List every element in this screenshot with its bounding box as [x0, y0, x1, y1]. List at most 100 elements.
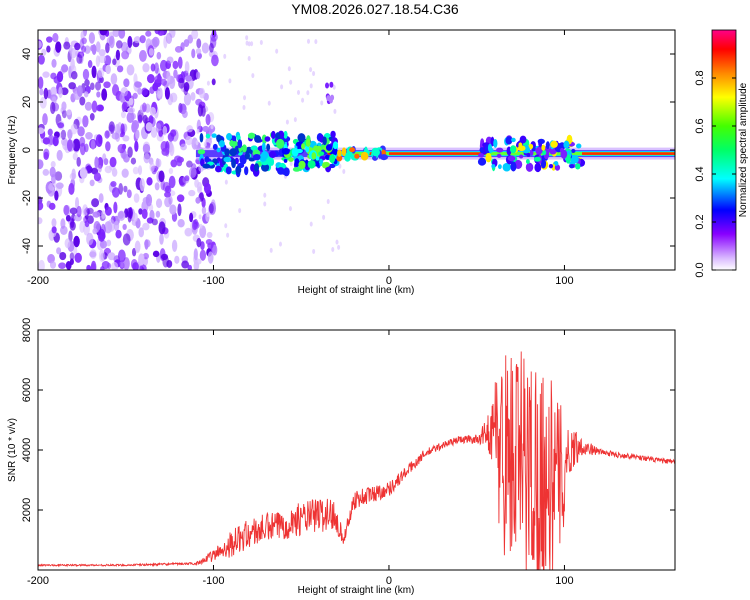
- spectrogram-noise-blob: [111, 167, 118, 177]
- spectrogram-signal-blob: [541, 144, 546, 151]
- snr-x-tick-label: -200: [27, 575, 49, 587]
- spectrogram-noise-blob: [126, 64, 135, 76]
- spectrogram-signal-blob: [318, 151, 325, 156]
- spectrogram-sparse-point: [267, 100, 271, 106]
- spectrogram-noise-blob: [180, 143, 187, 151]
- spectrogram-sparse-point: [280, 84, 284, 90]
- spectrogram-noise-blob: [52, 135, 59, 147]
- spectrogram-noise-blob: [122, 233, 131, 246]
- spectrogram-signal-blob: [554, 164, 561, 171]
- spectrogram-noise-blob: [160, 179, 165, 191]
- spectrogram-sparse-point: [243, 95, 247, 101]
- spectrogram-noise-blob: [91, 100, 98, 113]
- spectrogram-noise-blob: [184, 61, 190, 74]
- spectrogram-sparse-point: [332, 84, 336, 90]
- spectrogram-sparse-point: [198, 214, 202, 220]
- spectrogram-noise-blob: [142, 222, 150, 231]
- spectrogram-signal-blob: [275, 138, 285, 149]
- spectrogram-noise-blob: [109, 156, 117, 168]
- spectrogram-signal-blob: [239, 154, 247, 165]
- spectrogram-noise-blob: [61, 109, 67, 119]
- spectrogram-signal-blob: [493, 139, 498, 148]
- spectrogram-noise-blob: [84, 101, 93, 111]
- spectrogram-noise-blob: [103, 158, 109, 166]
- spectrogram-signal-blob: [231, 135, 237, 142]
- spectrogram-noise-blob: [161, 78, 167, 87]
- spectrogram-noise-blob: [68, 230, 73, 243]
- spectrogram-noise-blob: [120, 86, 128, 97]
- spectrogram-noise-blob: [98, 54, 107, 64]
- spectrogram-sparse-point: [337, 244, 341, 250]
- spectrogram-noise-blob: [68, 183, 75, 195]
- spectrogram-noise-blob: [48, 202, 56, 210]
- spectrogram-noise-blob: [81, 45, 87, 53]
- spectrogram-noise-blob: [139, 264, 147, 270]
- spectrogram-noise-blob: [112, 58, 117, 66]
- spectrogram-noise-blob: [126, 189, 132, 199]
- spectrogram-noise-blob: [90, 139, 96, 150]
- spectrogram-y-tick-label: 40: [21, 48, 33, 60]
- spectrogram-noise-blob: [138, 253, 145, 266]
- spectrogram-sparse-point: [289, 161, 293, 167]
- spectrogram-noise-blob: [161, 147, 170, 156]
- spectrogram-signal-blob: [325, 82, 330, 89]
- spectrogram-noise-blob: [176, 156, 184, 163]
- spectrogram-sparse-point: [278, 241, 282, 247]
- spectrogram-noise-blob: [51, 58, 57, 68]
- spectrogram-signal-blob: [528, 143, 534, 150]
- spectrogram-noise-blob: [51, 173, 56, 184]
- spectrogram-signal-blob: [261, 142, 266, 152]
- spectrogram-noise-blob: [195, 71, 201, 80]
- spectrogram-signal-blob: [502, 162, 511, 172]
- spectrogram-sparse-point: [338, 163, 342, 169]
- spectrogram-noise-blob: [137, 87, 142, 95]
- spectrogram-signal-blob: [487, 143, 493, 153]
- spectrogram-noise-blob: [131, 122, 138, 133]
- spectrogram-signal-blob: [291, 147, 299, 157]
- spectrogram-signal-blob: [218, 140, 225, 148]
- colorbar-tick-label: 0.8: [694, 70, 706, 85]
- spectrogram-sparse-point: [247, 56, 251, 62]
- spectrogram-noise-blob: [155, 210, 161, 218]
- spectrogram-signal-blob: [326, 95, 331, 102]
- snr-x-tick-label: 100: [555, 575, 573, 587]
- spectrogram-noise-blob: [105, 42, 110, 54]
- spectrogram-noise-blob: [196, 38, 202, 49]
- spectrogram-noise-blob: [202, 125, 209, 133]
- spectrogram-sparse-point: [312, 248, 316, 254]
- spectrogram-noise-blob: [86, 207, 94, 215]
- spectrogram-noise-blob: [97, 165, 102, 173]
- spectrogram-noise-blob: [203, 182, 211, 194]
- spectrogram-noise-blob: [99, 240, 108, 249]
- spectrogram-noise-blob: [184, 227, 193, 237]
- spectrogram-sparse-point: [293, 117, 297, 123]
- spectrogram-sparse-point: [331, 247, 335, 253]
- spectrogram-noise-blob: [212, 244, 218, 256]
- spectrogram-signal-blob: [301, 143, 306, 150]
- spectrogram-signal-blob: [244, 152, 250, 160]
- spectrogram-noise-blob: [77, 126, 85, 137]
- spectrogram-noise-blob: [207, 242, 214, 249]
- spectrogram-sparse-point: [203, 141, 207, 147]
- spectrogram-noise-blob: [156, 158, 162, 168]
- colorbar-gradient: [711, 29, 737, 271]
- spectrogram-noise-blob: [190, 91, 196, 101]
- spectrogram-noise-blob: [84, 220, 90, 228]
- spectrogram-noise-blob: [135, 129, 140, 140]
- spectrogram-signal-blob: [477, 157, 487, 166]
- spectrogram-noise-blob: [121, 168, 129, 178]
- spectrogram-noise-blob: [70, 58, 75, 70]
- spectrogram-noise-blob: [168, 167, 174, 175]
- spectrogram-signal-blob: [545, 141, 550, 150]
- carrier-high-amplitude-segment: [388, 152, 486, 155]
- spectrogram-noise-blob: [59, 251, 67, 261]
- spectrogram-noise-blob: [168, 175, 176, 189]
- spectrogram-signal-blob: [283, 167, 290, 177]
- spectrogram-noise-blob: [50, 160, 56, 168]
- spectrogram-noise-blob: [87, 60, 93, 69]
- spectrogram-signal-blob: [345, 151, 353, 158]
- spectrogram-noise-blob: [65, 214, 71, 222]
- spectrogram-noise-blob: [169, 204, 177, 215]
- spectrogram-sparse-point: [342, 168, 346, 174]
